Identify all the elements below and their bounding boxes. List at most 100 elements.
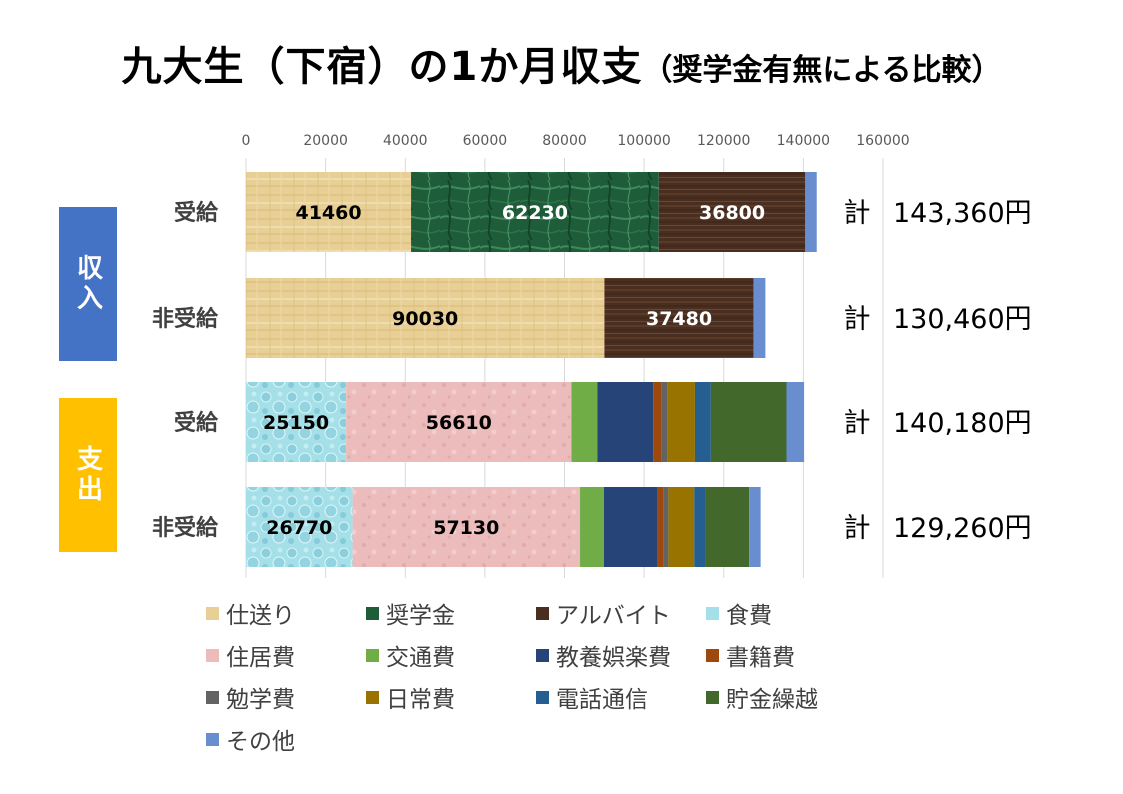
legend-label: 奨学金 [386, 603, 455, 629]
category-label: 受給 [174, 410, 219, 436]
bar-segment [246, 278, 605, 358]
x-axis-ticks: 0 20000 40000 60000 80000 100000 120000 140000 1… [242, 133, 910, 149]
legend-swatch [536, 648, 549, 662]
legend-swatch [536, 690, 549, 704]
bar-segment [694, 487, 706, 567]
legend-swatch [706, 606, 719, 620]
legend-label: 書籍費 [726, 645, 795, 671]
x-tick-label: 60000 [463, 133, 508, 149]
legend-item: 奨学金 [366, 596, 455, 630]
x-tick-label: 160000 [856, 133, 909, 149]
x-tick-label: 40000 [383, 133, 428, 149]
data-label: 41460 [295, 202, 361, 224]
legend-swatch [206, 606, 219, 620]
bar-segment [694, 382, 711, 462]
total-value: 143,360円 [893, 198, 1032, 229]
bar-segment [411, 172, 659, 252]
legend-label: 仕送り [226, 603, 295, 629]
legend-item: 住居費 [206, 638, 295, 672]
legend-label: 勉学費 [226, 687, 295, 713]
data-label: 26770 [266, 517, 332, 539]
legend-label: 貯金繰越 [726, 687, 818, 713]
chart-title-main: 九大生（下宿）の1か月収支 [121, 44, 643, 90]
data-label: 25150 [263, 412, 329, 434]
bar-segment [753, 278, 766, 358]
chart-title: 九大生（下宿）の1か月収支（奨学金有無による比較） [0, 34, 1123, 92]
data-label: 62230 [502, 202, 568, 224]
legend-label: アルバイト [556, 603, 671, 629]
bar-segment [597, 382, 654, 462]
expense-group-badge: 支出 [59, 398, 117, 552]
bar-segment [653, 382, 662, 462]
income-group-badge: 収入 [59, 207, 117, 361]
legend-swatch [366, 690, 379, 704]
data-labels: 41460 62230 36800 90030 37480 25150 56610 26770… [263, 202, 765, 539]
category-label: 受給 [174, 200, 219, 226]
legend-label: 食費 [726, 603, 772, 629]
bar-segment [246, 172, 412, 252]
legend-swatch [366, 606, 379, 620]
legend-swatch [706, 690, 719, 704]
bar-segment [246, 382, 347, 462]
legend-item: 勉学費 [206, 680, 295, 714]
legend-label: 日常費 [386, 687, 455, 713]
legend-label: 電話通信 [556, 687, 648, 713]
data-label: 56610 [426, 412, 492, 434]
legend-item: 交通費 [366, 638, 455, 672]
bar-segment [710, 382, 787, 462]
chart-title-sub: （奨学金有無による比較） [642, 53, 1002, 88]
legend-swatch [206, 648, 219, 662]
bar-segment [352, 487, 581, 567]
bar-segment [805, 172, 817, 252]
x-tick-label: 100000 [617, 133, 670, 149]
legend-swatch [206, 732, 219, 746]
legend-label: その他 [226, 729, 295, 755]
total-value: 130,460円 [893, 304, 1032, 335]
x-tick-label: 140000 [777, 133, 830, 149]
total-prefix: 計 [844, 408, 871, 439]
bar-segment [667, 382, 695, 462]
legend-item: 書籍費 [706, 638, 795, 672]
bar-segment [658, 172, 806, 252]
bar-segment [571, 382, 598, 462]
legend-item: アルバイト [536, 596, 671, 630]
data-label: 57130 [433, 517, 499, 539]
bar-segment [346, 382, 572, 462]
bar-segment [661, 382, 668, 462]
category-label: 非受給 [152, 515, 219, 541]
bar-segment [663, 487, 669, 567]
bar-segment [603, 487, 658, 567]
bar-segment [749, 487, 761, 567]
legend-item: 教養娯楽費 [536, 638, 671, 672]
legend-swatch [206, 690, 219, 704]
total-value: 140,180円 [893, 408, 1032, 439]
legend-swatch [536, 606, 549, 620]
total-prefix: 計 [844, 198, 871, 229]
legend-label: 住居費 [226, 645, 295, 671]
bar-segment [786, 382, 805, 462]
bar-segment [246, 487, 353, 567]
legend-swatch [706, 648, 719, 662]
legend-item: 食費 [706, 596, 772, 630]
bar-segment [604, 278, 754, 358]
bars [246, 172, 817, 567]
total-value: 129,260円 [893, 513, 1032, 544]
legend-item: 日常費 [366, 680, 455, 714]
category-label: 非受給 [152, 306, 219, 332]
legend-item: 電話通信 [536, 680, 648, 714]
legend-item: 貯金繰越 [706, 680, 818, 714]
legend-label: 交通費 [386, 645, 455, 671]
bar-segment [705, 487, 750, 567]
total-prefix: 計 [844, 513, 871, 544]
bar-segment [580, 487, 604, 567]
data-label: 36800 [699, 202, 765, 224]
bar-segment [657, 487, 664, 567]
bar-segment [668, 487, 695, 567]
x-tick-label: 80000 [542, 133, 587, 149]
legend-swatch [366, 648, 379, 662]
x-tick-label: 120000 [697, 133, 750, 149]
